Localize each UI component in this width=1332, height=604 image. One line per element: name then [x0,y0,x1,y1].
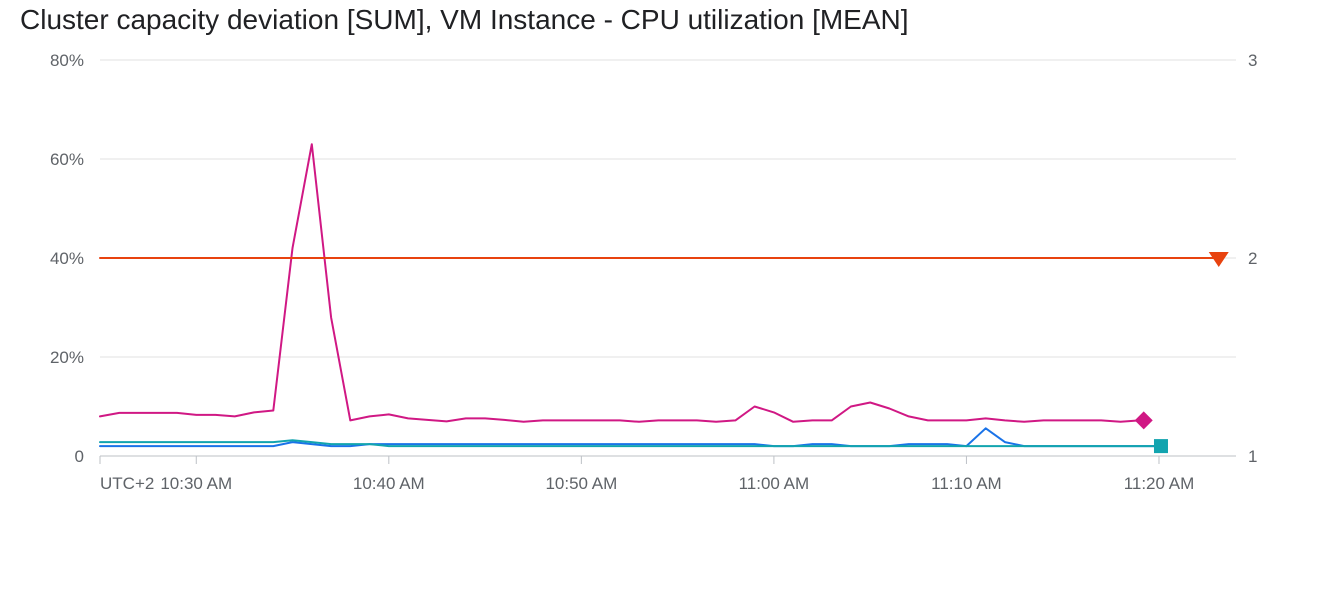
timezone-label: UTC+2 [100,474,154,493]
series-end-marker-0 [1134,411,1153,430]
right-axis-tick-label: 3 [1248,51,1257,70]
x-axis-tick-label: 11:20 AM [1124,474,1195,493]
left-axis-tick-label: 40% [50,249,84,268]
x-axis-tick-label: 10:50 AM [545,474,617,493]
x-axis-tick-label: 10:30 AM [160,474,232,493]
axis-labels: 0 20% 40% 60% 80% 1 2 3 UTC+2 10:30 AM 10:40 AM 10:… [50,51,1258,493]
left-axis-tick-label: 0 [75,447,84,466]
series-markers [1134,252,1229,454]
series-end-marker-3 [1208,252,1229,267]
x-axis-tick-label: 11:00 AM [739,474,810,493]
series-line-2 [99,439,1160,448]
right-axis-tick-label: 1 [1248,447,1257,466]
left-axis-tick-label: 80% [50,51,84,70]
series-end-marker-2 [1153,439,1168,454]
series-line-1 [99,427,1160,448]
right-axis-tick-label: 2 [1248,249,1257,268]
series-lines [99,143,1218,448]
x-axis-tick-label: 10:40 AM [353,474,425,493]
left-axis-tick-label: 60% [50,150,84,169]
chart-title: Cluster capacity deviation [SUM], VM Ins… [20,4,909,35]
left-axis-tick-label: 20% [50,348,84,367]
x-axis-tick-label: 11:10 AM [931,474,1002,493]
series-line-0 [99,143,1141,423]
